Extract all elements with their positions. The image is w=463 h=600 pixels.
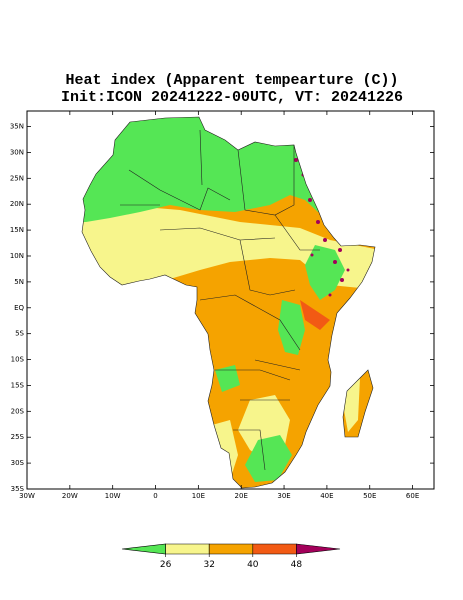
y-tick-label: 15S [11, 381, 25, 389]
field-green-south [245, 435, 292, 482]
colorbar-tick-label: 40 [247, 560, 259, 570]
y-tick-label: 25S [11, 433, 25, 441]
y-tick-label: EQ [14, 304, 24, 312]
y-tick-label: 10S [11, 356, 25, 364]
x-tick-label: 10W [105, 492, 121, 500]
x-tick-label: 50E [363, 492, 376, 500]
field-yellow [82, 200, 375, 290]
y-tick-label: 25N [10, 174, 24, 182]
field-yellow-madagascar [344, 378, 360, 432]
x-tick-label: 20E [235, 492, 248, 500]
y-tick-label: 30S [11, 459, 25, 467]
axes: 30W 20W 10W 0 10E 20E 30E 40E 50E 60E 35S 30S 25S 20S… [10, 111, 434, 500]
hot-spots [294, 148, 350, 297]
y-tick-label: 20S [11, 407, 25, 415]
colorbar-tick-label: 32 [203, 560, 214, 570]
x-tick-label: 10E [192, 492, 205, 500]
x-tick-label: 30E [277, 492, 290, 500]
y-tick-label: 5S [15, 330, 24, 338]
colorbar-swatch [252, 543, 297, 555]
x-tick-label: 40E [320, 492, 333, 500]
y-tick-label: 5N [14, 278, 24, 286]
y-tick-label: 30N [10, 148, 24, 156]
colorbar: 26 32 40 48 [121, 543, 341, 570]
y-tick-label: 15N [10, 226, 24, 234]
field-green-north [82, 117, 375, 222]
heat-field [82, 117, 375, 488]
x-tick-label: 60E [406, 492, 419, 500]
colorbar-swatch [121, 543, 166, 555]
x-tick-label: 30W [19, 492, 35, 500]
x-tick-label: 0 [153, 492, 157, 500]
field-hot-east [300, 300, 330, 330]
y-tick-label: 10N [10, 252, 24, 260]
colorbar-swatch [208, 543, 254, 555]
colorbar-swatch [165, 543, 210, 555]
map-frame [26, 110, 435, 490]
y-tick-label: 20N [10, 200, 24, 208]
x-tick-label: 20W [62, 492, 78, 500]
field-green-ethiopia [305, 245, 345, 300]
colorbar-tick-label: 48 [291, 560, 303, 570]
field-yellow-namib [212, 420, 238, 480]
colorbar-swatch [296, 543, 341, 555]
colorbar-tick-label: 26 [160, 560, 172, 570]
country-borders [81, 116, 376, 489]
field-green-east [278, 300, 305, 355]
field-green-angola [215, 365, 240, 392]
y-tick-label: 35S [11, 485, 25, 493]
map-title: Heat index (Apparent tempearture (C)) [65, 72, 398, 89]
y-tick-label: 35N [10, 123, 24, 131]
map-subtitle: Init:ICON 20241222-00UTC, VT: 20241226 [61, 89, 403, 106]
